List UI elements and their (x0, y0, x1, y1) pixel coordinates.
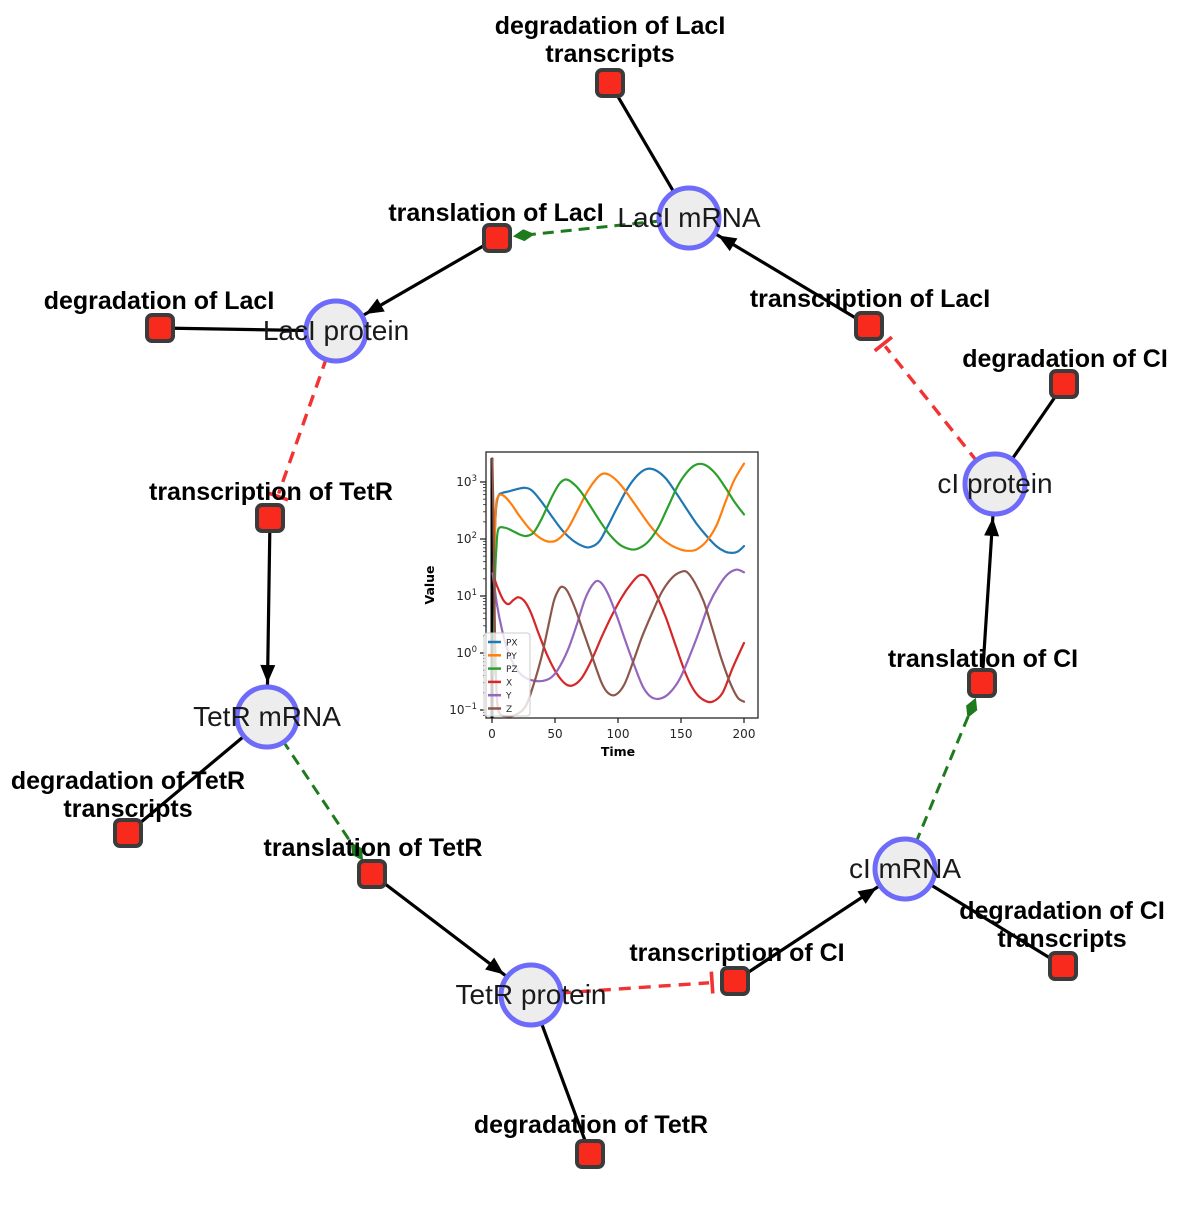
edge-tx_ci-ci_mrna (734, 867, 906, 983)
deg_ci-reaction-node[interactable] (1049, 369, 1079, 399)
tl_tetr-label: translation of TetR (264, 834, 483, 862)
deg_laci-reaction-node[interactable] (145, 313, 175, 343)
deg_tetr_tx-label: degradation of TetR transcripts (11, 767, 245, 823)
x-axis: 0 50 100 150 200 (488, 718, 755, 741)
legend-label-Y: Y (505, 692, 512, 702)
ci_mrna-label: cI mRNA (849, 853, 961, 884)
laci_mrna-label: LacI mRNA (617, 202, 760, 233)
laci_mrna-species-node[interactable] (656, 185, 722, 251)
edge-tx_laci-laci_mrna-arrowhead (718, 235, 738, 252)
tl_laci-label: translation of LacI (388, 199, 603, 227)
edge-laci_protein-tx_tetr (277, 356, 329, 495)
edge-ci_protein-tx_laci-tbar (873, 335, 894, 353)
deg_tetr-reaction-node[interactable] (575, 1139, 605, 1169)
edge-laci_mrna-tl_laci-diamond (512, 229, 535, 242)
labels-layer: LacI mRNA LacI protein TetR mRNA TetR prote… (11, 12, 1168, 1139)
deg_tetr_tx-reaction-node[interactable] (113, 818, 143, 848)
edge-tl_laci-laci_protein-arrowhead (365, 298, 385, 314)
tl_laci-reaction-node[interactable] (482, 223, 512, 253)
tx_laci-reaction-node[interactable] (854, 311, 884, 341)
edge-tl_ci-ci_protein-arrowhead (984, 517, 1000, 537)
legend-label-PZ: PZ (506, 665, 518, 675)
edges-layer (126, 82, 1066, 1155)
deg_laci_tx-label: degradation of LacI transcripts (495, 12, 726, 68)
legend: PX PY PZ XYZ (483, 632, 531, 717)
x-tick-label: 0 (488, 727, 496, 741)
tl_ci-label: translation of CI (888, 645, 1078, 673)
edge-tl_ci-ci_protein (980, 483, 997, 684)
series-PZ-line (492, 462, 746, 677)
series-PX-line (492, 467, 746, 570)
x-tick-label: 100 (607, 727, 630, 741)
ci_protein-species-node[interactable] (962, 451, 1028, 517)
tx_laci-label: transcription of LacI (750, 285, 990, 313)
edge-tetr_mrna-tl_tetr-diamond (350, 842, 364, 861)
ci_protein-label: cI protein (937, 468, 1052, 499)
x-tick-label: 50 (547, 727, 562, 741)
tl_ci-reaction-node[interactable] (967, 668, 997, 698)
edge-tetr_protein-tx_ci-tbar (709, 971, 715, 994)
tetr_mrna-species-node[interactable] (234, 684, 300, 750)
legend-label-Z: Z (506, 705, 512, 715)
edge-tetr_protein-tx_ci (558, 981, 710, 995)
laci_protein-label: LacI protein (263, 315, 409, 346)
edge-ci_protein-tx_laci (883, 345, 979, 464)
tetr_mrna-label: TetR mRNA (193, 701, 341, 732)
x-axis-label: Time (601, 744, 635, 759)
tetr_protein-label: TetR protein (456, 979, 607, 1010)
tetr_protein-species-node[interactable] (498, 962, 564, 1028)
edge-tl_tetr-tetr_protein (371, 872, 532, 997)
tx_ci-reaction-node[interactable] (720, 966, 750, 996)
edge-ci_mrna-tl_ci-diamond (966, 697, 978, 719)
tx_ci-label: transcription of CI (629, 939, 844, 967)
tx_tetr-reaction-node[interactable] (255, 503, 285, 533)
edge-tx_tetr-tetr_mrna-arrowhead (260, 664, 276, 684)
legend-label-PY: PY (506, 652, 517, 662)
deg_ci_tx-reaction-node[interactable] (1048, 951, 1078, 981)
legend-label-X: X (506, 678, 512, 688)
series-PY-line (492, 462, 746, 575)
tx_tetr-label: transcription of TetR (149, 478, 393, 506)
x-tick-label: 200 (733, 727, 756, 741)
deg_laci-label: degradation of LacI (44, 287, 275, 315)
edge-laci_protein-tx_tetr-tbar (266, 490, 289, 502)
edge-tx_ci-ci_mrna-arrowhead (857, 887, 877, 904)
series-X-line (491, 572, 746, 704)
x-tick-label: 150 (670, 727, 693, 741)
deg_laci_tx-reaction-node[interactable] (595, 68, 625, 98)
ci_mrna-species-node[interactable] (872, 836, 938, 902)
edge-laci_mrna-tl_laci (526, 219, 662, 237)
deg_ci_tx-label: degradation of CI transcripts (959, 897, 1165, 953)
edge-tx_tetr-tetr_mrna (265, 517, 272, 718)
edge-ci_mrna-tl_ci (914, 710, 972, 844)
y-axis-label: Value (422, 565, 437, 604)
laci_protein-species-node[interactable] (303, 298, 369, 364)
legend-label-PX: PX (506, 639, 518, 649)
edge-tetr_mrna-tl_tetr (281, 739, 357, 850)
deg_ci-label: degradation of CI (962, 345, 1168, 373)
tl_tetr-reaction-node[interactable] (357, 859, 387, 889)
deg_tetr-label: degradation of TetR (474, 1111, 708, 1139)
nodes-layer (113, 68, 1079, 1169)
edge-tl_tetr-tetr_protein-arrowhead (485, 957, 504, 975)
